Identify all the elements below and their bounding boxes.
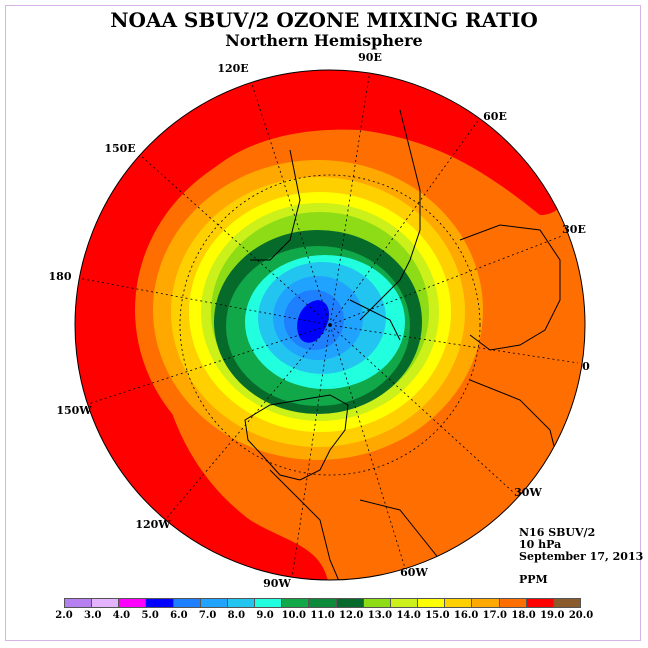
lon-label-120e: 120E xyxy=(217,62,248,75)
legend-swatch xyxy=(227,599,256,607)
color-legend-bar xyxy=(64,598,581,608)
legend-swatch xyxy=(363,599,391,607)
info-date: September 17, 2013 xyxy=(519,550,644,563)
legend-swatch xyxy=(119,599,147,607)
legend-tick-label: 12.0 xyxy=(339,610,364,621)
info-satellite: N16 SBUV/2 xyxy=(519,526,596,539)
meridian-0 xyxy=(329,324,579,364)
legend-swatch xyxy=(146,599,174,607)
map-subtitle: Northern Hemisphere xyxy=(225,31,423,50)
meridian-30e xyxy=(329,235,563,326)
meridian-90e xyxy=(329,70,371,326)
legend-tick-label: 20.0 xyxy=(568,610,594,621)
legend-swatch xyxy=(499,599,527,607)
legend-swatch xyxy=(553,599,580,607)
north-america-outline xyxy=(244,394,349,481)
meridian-60w xyxy=(329,324,406,569)
legend-tick-label: 16.0 xyxy=(453,610,479,621)
lon-label-60w: 60W xyxy=(400,566,428,579)
ozone-band-5 xyxy=(297,300,330,343)
figure-frame xyxy=(5,5,641,641)
lon-label-180: 180 xyxy=(49,270,72,283)
legend-swatch xyxy=(173,599,201,607)
legend-tick-label: 2.0 xyxy=(55,610,73,621)
legend-swatch xyxy=(92,599,120,607)
map-title: NOAA SBUV/2 OZONE MIXING RATIO xyxy=(110,8,538,32)
info-units: PPM xyxy=(519,573,548,586)
asia-outline xyxy=(359,109,421,321)
legend-tick-label: 19.0 xyxy=(540,610,565,621)
legend-tick-label: 14.0 xyxy=(396,610,421,621)
legend-swatch xyxy=(200,599,228,607)
lon-label-30e: 30E xyxy=(562,223,586,236)
legend-swatch xyxy=(65,599,93,607)
legend-tick-label: 18.0 xyxy=(511,610,536,621)
legend-tick-label: 4.0 xyxy=(112,610,131,621)
lon-label-0: 0 xyxy=(582,360,590,373)
legend-tick-label: 13.0 xyxy=(367,610,393,621)
info-level: 10 hPa xyxy=(519,538,562,551)
lon-label-90e: 90E xyxy=(358,51,382,64)
lon-label-90w: 90W xyxy=(263,577,291,590)
lon-label-30w: 30W xyxy=(514,486,542,499)
legend-tick-label: 10.0 xyxy=(281,610,306,621)
central-america-outline xyxy=(269,469,346,580)
legend-swatch xyxy=(309,599,337,607)
legend-tick-label: 7.0 xyxy=(198,610,217,621)
legend-tick-label: 6.0 xyxy=(170,610,188,621)
legend-tick-label: 9.0 xyxy=(256,610,274,621)
lon-label-120w: 120W xyxy=(135,518,171,531)
lon-label-150w: 150W xyxy=(56,404,92,417)
legend-tick-label: 11.0 xyxy=(310,610,335,621)
lon-label-150e: 150E xyxy=(104,142,135,155)
color-legend-ticks: 2.0 3.0 4.0 5.0 6.0 7.0 8.0 9.0 10.0 11.0 12.0 13.0… xyxy=(55,610,593,624)
legend-swatch xyxy=(390,599,419,607)
legend-tick-label: 3.0 xyxy=(84,610,102,621)
legend-swatch xyxy=(526,599,554,607)
meridian-30w xyxy=(329,324,514,493)
lon-label-60e: 60E xyxy=(483,110,507,123)
legend-tick-label: 8.0 xyxy=(227,610,246,621)
latitude-circle xyxy=(179,174,481,476)
legend-swatch xyxy=(336,599,364,607)
legend-swatch xyxy=(418,599,446,607)
legend-swatch xyxy=(445,599,473,607)
longitude-labels: 90E 60E 30E 0 30W 60W 90W 120W 150W 180 … xyxy=(49,51,591,590)
legend-swatch xyxy=(282,599,310,607)
legend-swatch xyxy=(472,599,500,607)
greenland-outline xyxy=(349,299,401,341)
legend-tick-label: 15.0 xyxy=(425,610,450,621)
meridian-120e xyxy=(249,77,331,326)
graticule xyxy=(77,70,579,579)
ozone-field xyxy=(75,70,585,580)
coastlines xyxy=(244,109,561,580)
siberia-outline xyxy=(250,149,301,261)
legend-tick-label: 5.0 xyxy=(141,610,159,621)
europe-outline xyxy=(459,224,561,351)
legend-swatch xyxy=(255,599,283,607)
legend-tick-label: 17.0 xyxy=(482,610,507,621)
globe-outline xyxy=(74,69,586,581)
